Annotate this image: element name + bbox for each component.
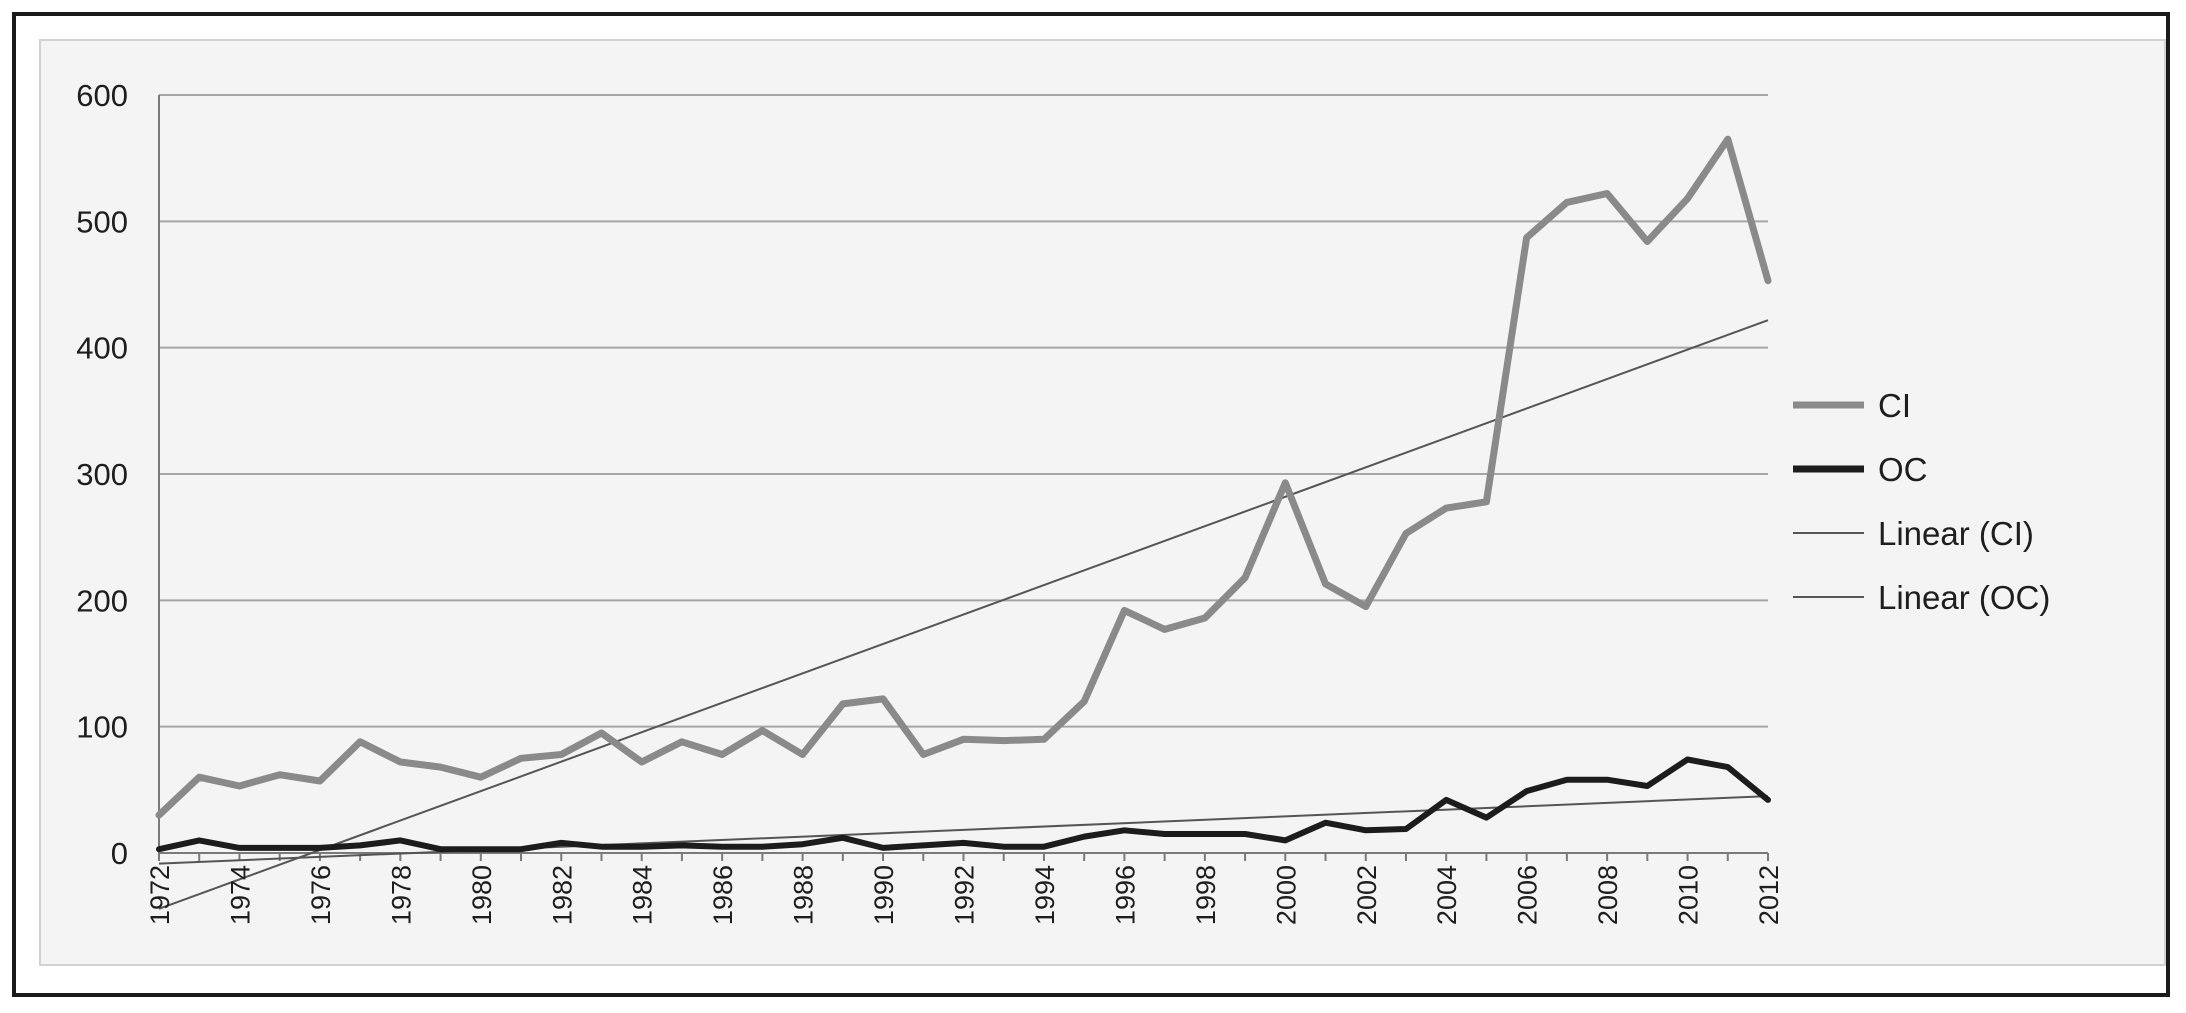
legend-label-oc: OC — [1878, 451, 1928, 488]
x-tick-label: 1992 — [950, 865, 980, 925]
series-lines — [155, 135, 1772, 853]
x-tick-label: 1986 — [708, 865, 738, 925]
x-tick-label: 1972 — [145, 865, 175, 925]
y-tick-label: 500 — [76, 204, 128, 239]
y-tick-label: 0 — [111, 836, 128, 871]
x-tick-label: 1996 — [1110, 865, 1140, 925]
x-axis-tick-labels: 1972 1974 1976 1978 1980 1982 1984 1986 1988 1990… — [145, 865, 1784, 925]
y-tick-label: 400 — [76, 331, 128, 366]
y-tick-label: 100 — [76, 710, 128, 745]
x-tick-label: 1976 — [306, 865, 336, 925]
legend-label-ci: CI — [1878, 387, 1911, 424]
x-tick-label: 2012 — [1754, 865, 1784, 925]
legend: CI OC Linear (CI) Linear (OC) — [1793, 387, 2050, 616]
x-tick-label: 2004 — [1432, 865, 1462, 925]
x-tick-label: 1978 — [386, 865, 416, 925]
x-tick-label: 2010 — [1674, 865, 1704, 925]
series-line-ci — [155, 135, 1772, 819]
x-tick-label: 1988 — [789, 865, 819, 925]
legend-label-linear-oc: Linear (OC) — [1878, 579, 2050, 616]
x-tick-label: 1980 — [467, 865, 497, 925]
x-tick-label: 1998 — [1191, 865, 1221, 925]
y-axis-tick-labels: 0 100 200 300 400 500 600 — [76, 78, 128, 871]
x-tick-label: 2000 — [1271, 865, 1301, 925]
x-tick-label: 1982 — [547, 865, 577, 925]
x-tick-label: 2002 — [1352, 865, 1382, 925]
x-tick-label: 2008 — [1593, 865, 1623, 925]
x-tick-label: 1984 — [628, 865, 658, 925]
gridlines — [159, 94, 1768, 728]
x-tick-label: 1994 — [1030, 865, 1060, 925]
y-tick-label: 200 — [76, 583, 128, 618]
x-tick-label: 2006 — [1513, 865, 1543, 925]
x-tick-label: 1990 — [869, 865, 899, 925]
legend-label-linear-ci: Linear (CI) — [1878, 515, 2034, 552]
y-tick-label: 300 — [76, 457, 128, 492]
chart-area — [39, 39, 2166, 966]
series-line-oc — [156, 756, 1771, 853]
y-tick-label: 600 — [76, 78, 128, 113]
x-tick-label: 1974 — [225, 865, 255, 925]
